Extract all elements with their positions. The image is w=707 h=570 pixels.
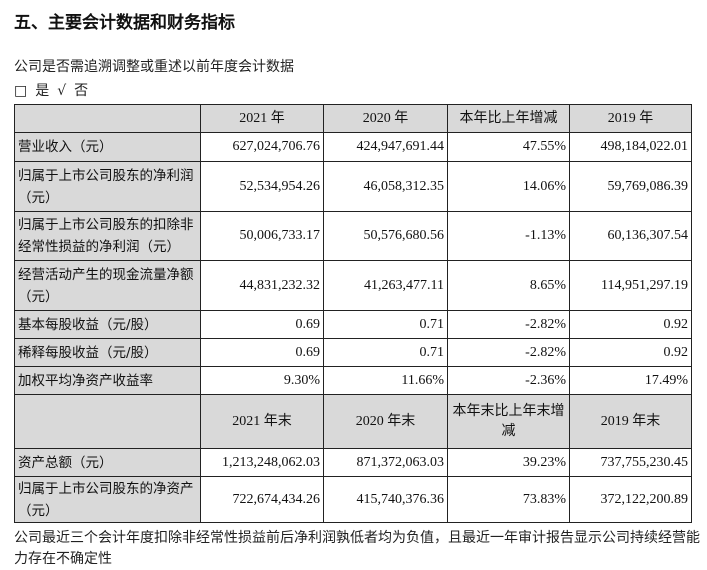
table-row: 基本每股收益（元/股） 0.69 0.71 -2.82% 0.92 <box>14 310 692 339</box>
column-header <box>14 104 201 133</box>
row-label: 资产总额（元） <box>14 448 201 477</box>
table-row: 加权平均净资产收益率 9.30% 11.66% -2.36% 17.49% <box>14 366 692 395</box>
table-row: 营业收入（元） 627,024,706.76 424,947,691.44 47.55… <box>14 132 692 162</box>
cell-value: 0.69 <box>200 338 324 367</box>
row-label: 经营活动产生的现金流量净额（元） <box>14 260 201 311</box>
column-header: 2020 年 <box>323 104 448 133</box>
table-row: 经营活动产生的现金流量净额（元） 44,831,232.32 41,263,477.… <box>14 260 692 311</box>
row-label: 营业收入（元） <box>14 132 201 162</box>
cell-value: 8.65% <box>447 260 570 311</box>
table-row: 归属于上市公司股东的净资产（元） 722,674,434.26 415,740,37… <box>14 476 692 523</box>
cell-value: 14.06% <box>447 161 570 212</box>
cell-value: -2.36% <box>447 366 570 395</box>
section-title: 五、主要会计数据和财务指标 <box>14 13 235 33</box>
cell-value: 1,213,248,062.03 <box>200 448 324 477</box>
column-header <box>14 394 201 449</box>
table-header-row: 2021 年 2020 年本年比上年增减 2019 年 <box>14 104 692 133</box>
cell-value: 498,184,022.01 <box>569 132 692 162</box>
cell-value: 11.66% <box>323 366 448 395</box>
table-row: 稀释每股收益（元/股） 0.69 0.71 -2.82% 0.92 <box>14 338 692 367</box>
cell-value: 737,755,230.45 <box>569 448 692 477</box>
cell-value: 627,024,706.76 <box>200 132 324 162</box>
cell-value: 0.71 <box>323 310 448 339</box>
row-label: 归属于上市公司股东的净利润（元） <box>14 161 201 212</box>
cell-value: 52,534,954.26 <box>200 161 324 212</box>
cell-value: 424,947,691.44 <box>323 132 448 162</box>
cell-value: 17.49% <box>569 366 692 395</box>
table-row: 归属于上市公司股东的扣除非经常性损益的净利润（元） 50,006,733.17 50… <box>14 211 692 261</box>
cell-value: 0.69 <box>200 310 324 339</box>
cell-value: 722,674,434.26 <box>200 476 324 523</box>
row-label: 加权平均净资产收益率 <box>14 366 201 395</box>
cell-value: 0.92 <box>569 310 692 339</box>
table-row: 归属于上市公司股东的净利润（元） 52,534,954.26 46,058,312.… <box>14 161 692 212</box>
restatement-question: 公司是否需追溯调整或重述以前年度会计数据 <box>14 59 294 75</box>
column-header: 本年比上年增减 <box>447 104 570 133</box>
cell-value: 60,136,307.54 <box>569 211 692 261</box>
cell-value: -2.82% <box>447 310 570 339</box>
cell-value: 59,769,086.39 <box>569 161 692 212</box>
column-header: 2020 年末 <box>323 394 448 449</box>
table-row: 资产总额（元） 1,213,248,062.03 871,372,063.03 39.… <box>14 448 692 477</box>
option-no: 否 <box>74 83 89 99</box>
cell-value: -1.13% <box>447 211 570 261</box>
cell-value: 46,058,312.35 <box>323 161 448 212</box>
cell-value: 0.92 <box>569 338 692 367</box>
restatement-options: □ 是 √ 否 <box>14 80 96 100</box>
row-label: 归属于上市公司股东的净资产（元） <box>14 476 201 523</box>
table-header-row: 2021 年末 2020 年末 本年末比上年末增减 2019 年末 <box>14 394 692 449</box>
cell-value: 415,740,376.36 <box>323 476 448 523</box>
check-icon: √ <box>57 83 67 99</box>
cell-value: -2.82% <box>447 338 570 367</box>
cell-value: 50,576,680.56 <box>323 211 448 261</box>
footnote: 公司最近三个会计年度扣除非经常性损益前后净利润孰低者均为负值，且最近一年审计报告… <box>14 530 700 567</box>
financial-table: 2021 年 2020 年本年比上年增减 2019 年营业收入（元） 627,024,… <box>14 104 692 523</box>
cell-value: 73.83% <box>447 476 570 523</box>
column-header: 本年末比上年末增减 <box>447 394 570 449</box>
cell-value: 871,372,063.03 <box>323 448 448 477</box>
cell-value: 0.71 <box>323 338 448 367</box>
column-header: 2021 年 <box>200 104 324 133</box>
column-header: 2019 年 <box>569 104 692 133</box>
cell-value: 47.55% <box>447 132 570 162</box>
row-label: 稀释每股收益（元/股） <box>14 338 201 367</box>
option-yes: 是 <box>35 83 50 99</box>
column-header: 2021 年末 <box>200 394 324 449</box>
cell-value: 9.30% <box>200 366 324 395</box>
cell-value: 41,263,477.11 <box>323 260 448 311</box>
row-label: 归属于上市公司股东的扣除非经常性损益的净利润（元） <box>14 211 201 261</box>
cell-value: 372,122,200.89 <box>569 476 692 523</box>
checkbox-icon: □ <box>14 83 28 99</box>
cell-value: 114,951,297.19 <box>569 260 692 311</box>
row-label: 基本每股收益（元/股） <box>14 310 201 339</box>
column-header: 2019 年末 <box>569 394 692 449</box>
cell-value: 44,831,232.32 <box>200 260 324 311</box>
cell-value: 50,006,733.17 <box>200 211 324 261</box>
cell-value: 39.23% <box>447 448 570 477</box>
